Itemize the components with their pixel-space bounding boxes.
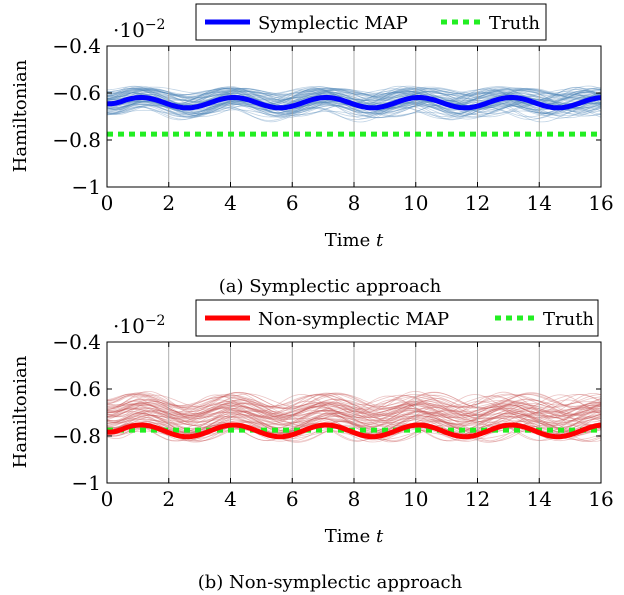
legend-label-truth: Truth (489, 13, 540, 34)
legend: Symplectic MAP Truth (195, 3, 547, 41)
map-series (107, 95, 601, 111)
y-tick-label: −0.6 (52, 377, 101, 401)
x-tick-labels: 0 2 4 6 8 10 12 14 16 (101, 487, 614, 511)
x-tick-label: 12 (465, 191, 490, 215)
x-tick-label: 0 (101, 191, 114, 215)
scale-factor: ·10−2 (113, 313, 165, 338)
x-tick-label: 2 (162, 487, 175, 511)
map-line (107, 95, 601, 111)
y-tick-label: −1 (72, 175, 101, 199)
x-tick-label: 10 (403, 487, 428, 511)
x-tick-label: 4 (224, 191, 237, 215)
x-tick-label: 14 (527, 191, 552, 215)
y-tick-label: −1 (72, 471, 101, 495)
y-tick-label: −0.6 (52, 81, 101, 105)
legend-box (195, 3, 547, 41)
x-tick-label: 10 (403, 191, 428, 215)
y-axis-label: Hamiltonian (10, 59, 31, 172)
y-tick-label: −0.4 (52, 34, 101, 58)
legend-label-truth: Truth (543, 309, 594, 330)
x-tick-label: 8 (348, 487, 361, 511)
x-tick-label: 4 (224, 487, 237, 511)
y-tick-labels: −1 −0.8 −0.6 −0.4 (52, 330, 101, 495)
x-tick-labels: 0 2 4 6 8 10 12 14 16 (101, 191, 614, 215)
scale-factor: ·10−2 (113, 17, 165, 42)
x-tick-label: 16 (588, 191, 613, 215)
x-tick-label: 0 (101, 487, 114, 511)
y-axis-label: Hamiltonian (10, 355, 31, 468)
legend: Non-symplectic MAP Truth (195, 299, 599, 337)
map-line (107, 422, 601, 440)
x-axis-label: Time t (325, 526, 384, 547)
map-series (107, 422, 601, 440)
x-axis-label: Time t (325, 230, 384, 251)
x-tick-label: 6 (286, 191, 299, 215)
x-tick-label: 16 (588, 487, 613, 511)
x-tick-label: 14 (527, 487, 552, 511)
x-tick-label: 2 (162, 191, 175, 215)
x-tick-label: 6 (286, 487, 299, 511)
y-tick-label: −0.4 (52, 330, 101, 354)
caption: (a) Symplectic approach (219, 276, 442, 297)
legend-label-map: Symplectic MAP (258, 13, 408, 34)
legend-label-map: Non-symplectic MAP (258, 309, 449, 330)
tick-marks (106, 45, 602, 188)
caption: (b) Non-symplectic approach (198, 572, 463, 593)
y-tick-label: −0.8 (52, 424, 101, 448)
x-tick-label: 8 (348, 191, 361, 215)
panel-symplectic: 0 2 4 6 8 10 12 14 16 −1 −0.8 −0.6 −0.4 Hamiltonian… (10, 3, 614, 297)
x-tick-label: 12 (465, 487, 490, 511)
y-tick-label: −0.8 (52, 128, 101, 152)
tick-marks (106, 341, 602, 484)
y-tick-labels: −1 −0.8 −0.6 −0.4 (52, 34, 101, 199)
panel-non-symplectic: 0 2 4 6 8 10 12 14 16 −1 −0.8 −0.6 −0.4 Hamiltonian… (10, 299, 614, 593)
legend-box (195, 299, 599, 337)
